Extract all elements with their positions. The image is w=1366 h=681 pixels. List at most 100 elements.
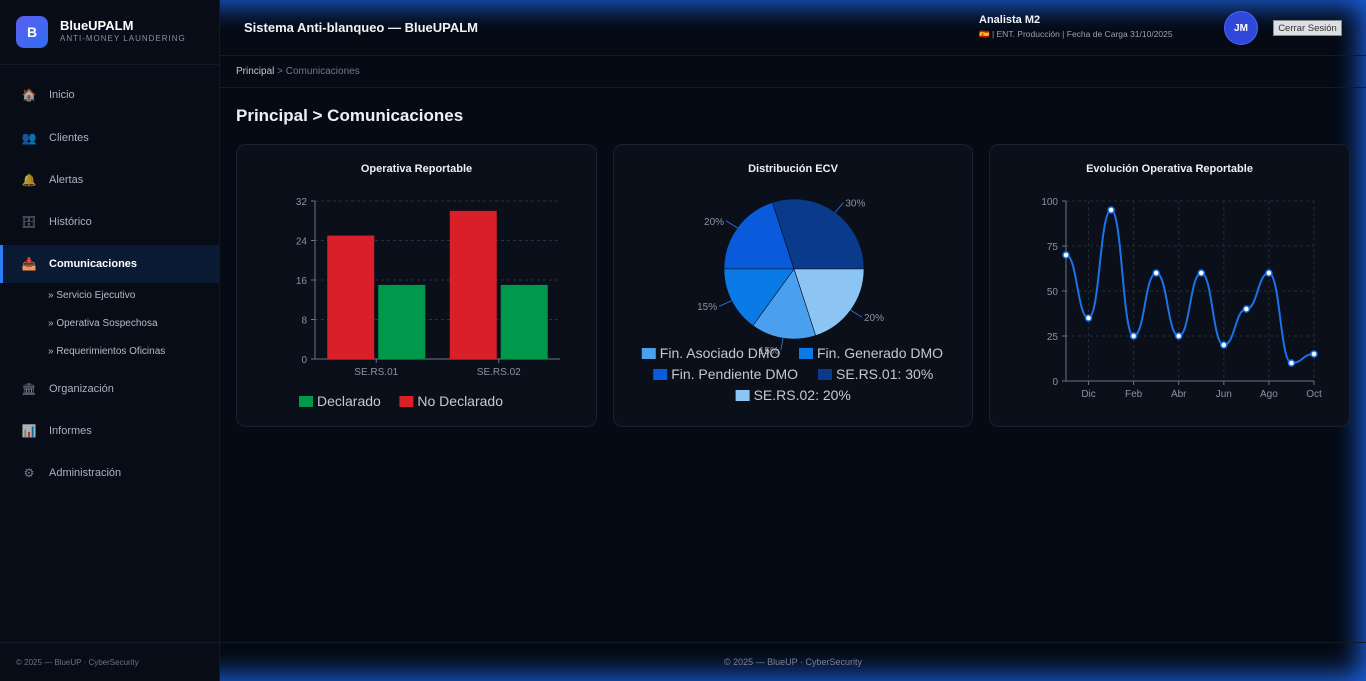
data-point-oct (1310, 350, 1318, 358)
y-tick-label: 32 (296, 197, 308, 208)
sidebar-item-label: Histórico (49, 216, 92, 228)
sidebar-item-alertas[interactable]: 🔔 Alertas (0, 161, 219, 199)
x-tick-label: Jun (1216, 389, 1232, 400)
brand: B BlueUPALM ANTI-MONEY LAUNDERING (0, 0, 220, 65)
bar-no-declarado-sers02 (449, 210, 497, 359)
data-point-dic (1084, 314, 1093, 322)
sidebar-item-inicio[interactable]: 🏠 Inicio (0, 76, 219, 114)
data-point-ene (1107, 206, 1115, 214)
legend-label: Declarado (317, 393, 381, 409)
inbox-icon: 📥 (21, 257, 37, 271)
chart-title: Operativa Reportable (360, 163, 473, 175)
x-tick-label: Dic (1081, 389, 1095, 400)
bell-icon: 🔔 (21, 173, 37, 187)
brand-name: BlueUPALM (60, 18, 134, 33)
subitem-requerimientos-oficinas[interactable]: » Requerimientos Oficinas (48, 346, 166, 357)
pie-label-leader (780, 338, 784, 351)
legend-label: SE.RS.01: 30% (836, 366, 933, 382)
legend-swatch (735, 390, 750, 401)
legend-label: Fin. Asociado DMO (660, 345, 781, 361)
x-tick-label: SE.RS.02 (477, 367, 521, 378)
sidebar-item-informes[interactable]: 📊 Informes (0, 412, 219, 450)
user-name: Analista M2 (979, 14, 1041, 26)
breadcrumb: Principal > Comunicaciones (220, 56, 1366, 88)
legend-swatch (653, 369, 668, 380)
sidebar: B BlueUPALM ANTI-MONEY LAUNDERING 🏠 Inic… (0, 0, 220, 681)
sidebar-item-administracion[interactable]: ⚙ Administración (0, 454, 219, 492)
pie-label-leader (718, 300, 732, 307)
x-tick-label: Ago (1260, 389, 1278, 400)
pie-slice-3 (771, 198, 865, 270)
sidebar-item-label: Alertas (49, 174, 84, 186)
data-point-feb (1129, 332, 1138, 340)
breadcrumb-separator: > (277, 66, 283, 77)
data-point-mar (1152, 269, 1160, 277)
legend-swatch (818, 369, 832, 380)
sidebar-item-label: Inicio (49, 89, 75, 101)
line-chart-card: Evolución Operativa Reportable 0 25 50 75 10… (989, 144, 1350, 427)
bank-icon: 🏛 (21, 382, 37, 396)
pie-label-leader (834, 202, 844, 213)
bar-declarado-sers02 (500, 284, 548, 359)
legend-label: Fin. Pendiente DMO (671, 366, 798, 382)
sidebar-item-label: Administración (49, 467, 122, 479)
sidebar-item-historico[interactable]: 🗄 Histórico (0, 203, 219, 241)
x-tick-label: Abr (1171, 389, 1187, 400)
legend-label: Fin. Generado DMO (817, 345, 943, 361)
pie-slice-label: 30% (845, 199, 865, 210)
y-tick-label: 0 (1052, 377, 1058, 388)
bar-declarado-sers01 (378, 284, 426, 359)
sidebar-item-clientes[interactable]: 👥 Clientes (0, 119, 219, 157)
sidebar-item-label: Comunicaciones (49, 258, 138, 270)
bar-chart-card: Operativa Reportable 0 8 16 24 32 SE.RS.01 SE.… (236, 144, 597, 427)
breadcrumb-current: Comunicaciones (285, 66, 360, 77)
legend-swatch (299, 396, 313, 407)
pie-slice-label: 15% (697, 302, 717, 313)
sidebar-item-comunicaciones[interactable]: 📥 Comunicaciones (0, 245, 219, 283)
y-tick-label: 100 (1041, 197, 1058, 208)
x-tick-label: Feb (1125, 389, 1143, 400)
y-tick-label: 24 (296, 237, 308, 248)
bar-chart: 0 8 16 24 32 SE.RS.01 SE.RS.02 Declarado No Decl… (296, 197, 560, 409)
pie-slice-label: 20% (704, 217, 724, 228)
y-tick-label: 25 (1047, 332, 1059, 343)
subitem-operativa-sospechosa[interactable]: » Operativa Sospechosa (48, 318, 158, 329)
chart-title: Evolución Operativa Reportable (1086, 163, 1253, 175)
y-tick-label: 0 (301, 355, 307, 366)
legend-swatch (399, 396, 414, 407)
app-title: Sistema Anti-blanqueo — BlueUPALM (244, 20, 479, 35)
user-info: 🇪🇸 | ENT. Producción | Fecha de Carga 31… (979, 29, 1173, 39)
users-icon: 👥 (21, 131, 37, 145)
page-title: Principal > Comunicaciones (236, 106, 464, 125)
sidebar-item-label: Clientes (49, 132, 89, 144)
x-tick-label: Oct (1306, 389, 1322, 400)
pie-label-leader (850, 309, 863, 318)
sidebar-item-label: Organización (49, 383, 114, 395)
data-point-nov (1062, 251, 1070, 259)
pie-slice-1 (723, 268, 795, 327)
y-tick-label: 8 (301, 316, 307, 327)
logout-button[interactable]: Cerrar Sesión (1273, 20, 1342, 36)
legend-label: No Declarado (417, 393, 503, 409)
sidebar-item-label: Informes (49, 425, 92, 437)
data-point-ago (1265, 269, 1273, 277)
legend-swatch (799, 348, 813, 359)
subitem-servicio-ejecutivo[interactable]: » Servicio Ejecutivo (48, 290, 136, 301)
pie-slice-4 (793, 268, 865, 336)
y-tick-label: 16 (296, 276, 308, 287)
avatar[interactable]: JM (1224, 11, 1258, 45)
y-tick-label: 75 (1047, 242, 1059, 253)
data-point-abr (1174, 332, 1183, 340)
y-tick-label: 50 (1047, 287, 1059, 298)
pie-chart-card: Distribución ECV 20% 30% 20% 15% 15% Fin. Aso… (613, 144, 973, 427)
pie-slice-2 (723, 202, 795, 270)
pie-slice-0 (752, 268, 817, 340)
report-icon: 📊 (21, 424, 37, 438)
legend-swatch (641, 348, 656, 359)
breadcrumb-root[interactable]: Principal (236, 66, 275, 77)
archive-icon: 🗄 (21, 215, 37, 229)
bar-no-declarado-sers01 (327, 235, 375, 359)
sidebar-footer: © 2025 — BlueUP · CyberSecurity (0, 642, 219, 681)
sidebar-item-organizacion[interactable]: 🏛 Organización (0, 370, 219, 408)
